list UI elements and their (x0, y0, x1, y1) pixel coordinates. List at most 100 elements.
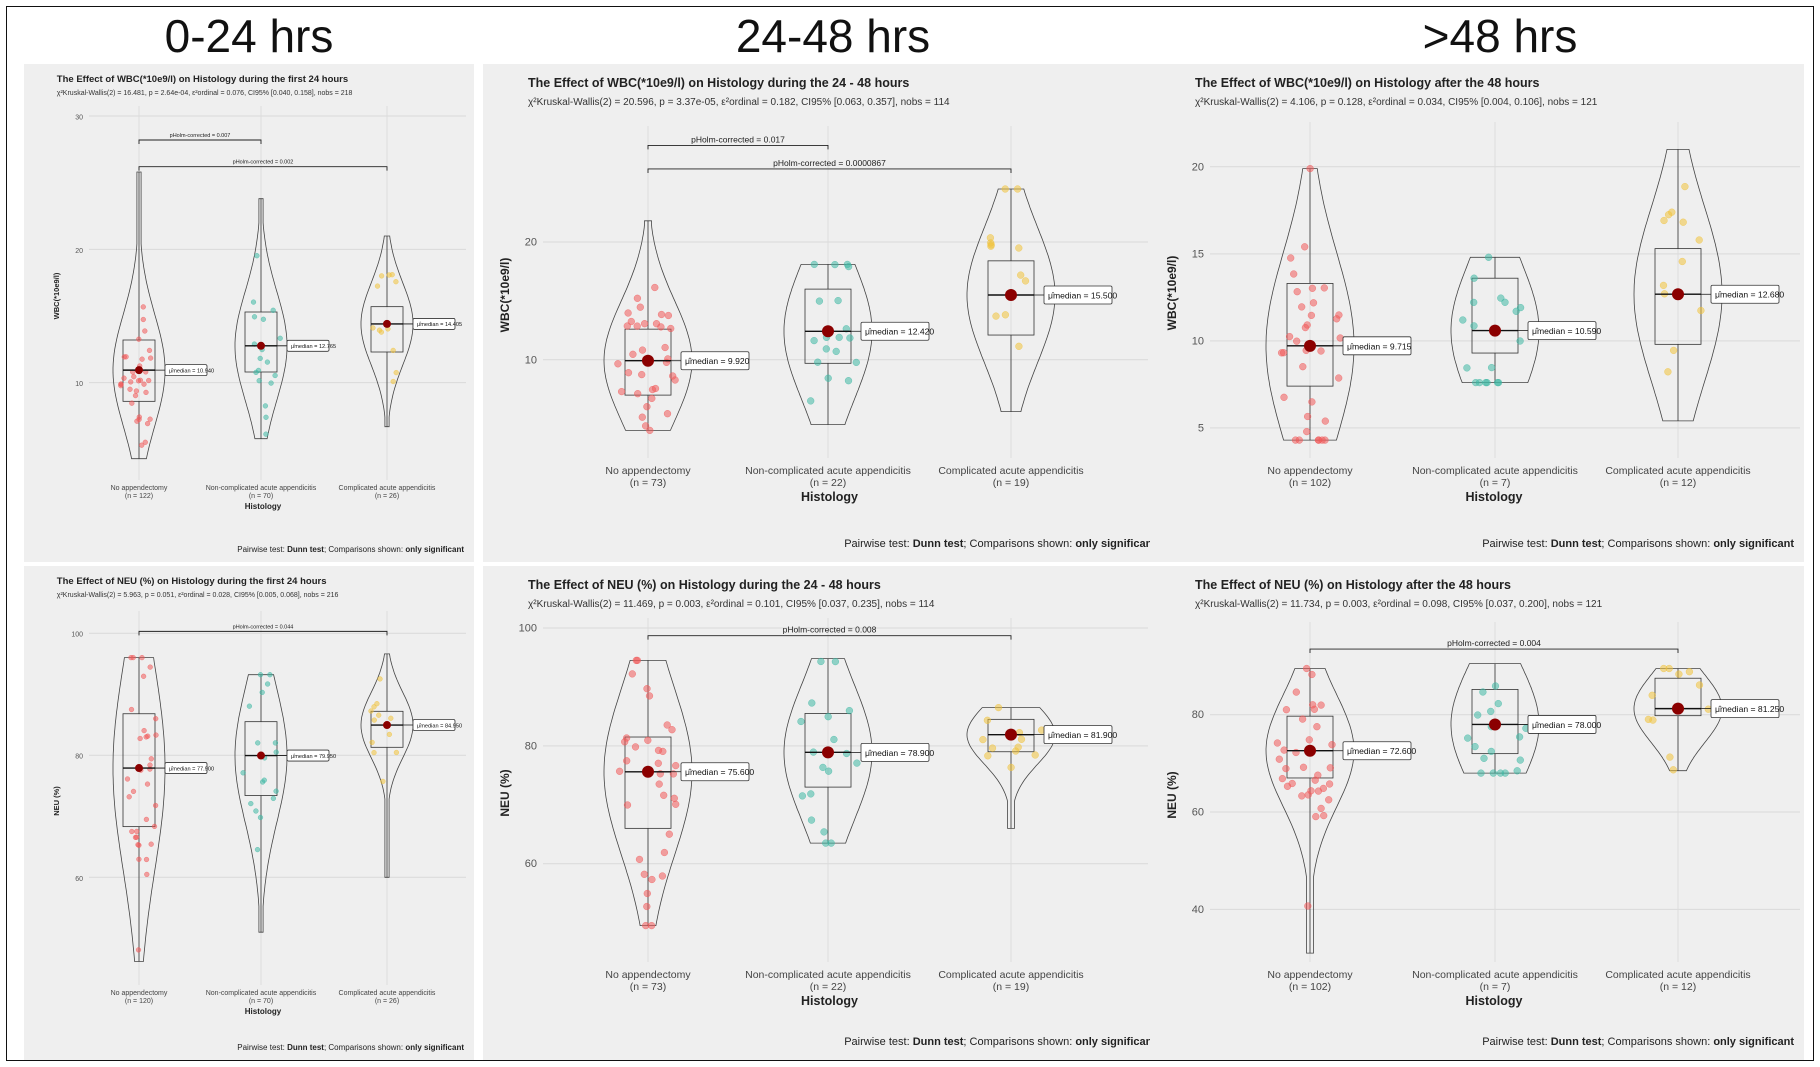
data-point (256, 378, 262, 384)
x-n-label: (n = 12) (1660, 477, 1696, 489)
chart-subtitle: χ²Kruskal-Wallis(2) = 16.481, p = 2.64e-… (56, 90, 353, 97)
data-point (264, 359, 271, 365)
data-point (143, 734, 149, 740)
data-point (371, 717, 377, 723)
data-point (1319, 784, 1328, 793)
data-point (1501, 769, 1509, 777)
median-point (383, 721, 391, 730)
x-category-label: No appendectomy (605, 465, 691, 477)
median-label: μ̂median = 81.250 (1715, 704, 1784, 714)
data-point (251, 314, 258, 320)
median-point (642, 765, 654, 778)
chart-title: The Effect of NEU (%) on Histology after… (1195, 578, 1511, 592)
median-label: μ̂median = 72.600 (1347, 746, 1416, 756)
data-point (1021, 277, 1030, 285)
data-point (1669, 766, 1677, 774)
y-tick-label: 100 (519, 623, 537, 635)
data-point (263, 431, 269, 437)
data-point (638, 413, 646, 421)
data-point (257, 814, 264, 821)
y-tick-label: 60 (75, 876, 83, 883)
x-n-label: (n = 26) (375, 998, 399, 1005)
median-point (383, 319, 391, 328)
data-point (268, 380, 274, 386)
data-point (1290, 270, 1298, 278)
violin (112, 657, 166, 962)
data-point (147, 416, 153, 422)
data-point (1648, 691, 1656, 699)
data-point (377, 676, 383, 682)
x-category-label: Complicated acute appendicitis (1605, 465, 1750, 477)
data-point (1489, 769, 1497, 777)
median-label-box (1342, 741, 1412, 761)
x-category-label: No appendectomy (111, 485, 168, 492)
data-point (1660, 216, 1668, 225)
violin (1450, 256, 1540, 383)
y-tick-label: 10 (525, 354, 537, 366)
data-point (259, 689, 265, 696)
data-point (643, 889, 651, 898)
data-point (140, 316, 146, 323)
data-point (1336, 334, 1344, 342)
data-point (983, 716, 992, 724)
data-point (1475, 378, 1484, 387)
data-point (133, 388, 140, 394)
footer-test: Dunn test (287, 545, 324, 554)
data-point (123, 354, 129, 360)
median-label: μ̂median = 78.000 (1532, 720, 1601, 730)
data-point (376, 712, 382, 718)
data-point (134, 828, 140, 835)
data-point (819, 763, 827, 772)
data-point (257, 672, 264, 678)
data-point (1299, 763, 1308, 771)
data-point (254, 253, 260, 259)
x-category-label: Non-complicated acute appendicitis (206, 485, 317, 492)
median-label-box (1710, 699, 1780, 719)
data-point (1015, 244, 1023, 252)
data-point (374, 701, 380, 707)
data-point (644, 736, 652, 744)
data-point (667, 324, 675, 333)
data-point (129, 400, 135, 406)
data-point (1303, 321, 1311, 329)
x-category-label: No appendectomy (1267, 969, 1353, 981)
median-point (1672, 288, 1684, 301)
median-point (1672, 702, 1684, 715)
chart-subtitle: χ²Kruskal-Wallis(2) = 20.596, p = 3.37e-… (528, 97, 950, 108)
data-point (1321, 417, 1329, 425)
data-point (1325, 780, 1334, 788)
data-point (820, 828, 828, 836)
data-point (389, 272, 395, 278)
x-category-label: Non-complicated acute appendicitis (206, 990, 317, 997)
x-category-label: No appendectomy (605, 969, 691, 981)
data-point (132, 392, 139, 399)
data-point (651, 283, 659, 292)
x-category-label: No appendectomy (1267, 465, 1353, 477)
data-point (1335, 374, 1343, 382)
y-axis-label: NEU (%) (1165, 771, 1179, 818)
group-2: μ̂median = 81.900 (966, 703, 1117, 829)
data-point (1017, 271, 1025, 279)
data-point (814, 358, 822, 366)
median-label-box (1342, 336, 1412, 356)
data-point (1320, 811, 1328, 820)
violin (1265, 668, 1355, 954)
data-point (831, 260, 839, 269)
data-point (1512, 307, 1520, 315)
violin (1450, 663, 1540, 774)
data-point (979, 735, 987, 744)
chart-svg: 60 80 100 NEU (%) μ̂median = 75.600 No append… (498, 618, 1148, 1008)
data-point (1470, 322, 1478, 330)
data-point (246, 703, 253, 709)
data-point (623, 757, 631, 765)
group-1: μ̂median = 78.900 (783, 657, 934, 847)
chart-panel-neu-48: 40 60 80 NEU (%) μ̂median = 72.600 No appende… (1150, 566, 1804, 1060)
median-point (822, 746, 834, 759)
data-point (1287, 254, 1295, 262)
median-label: μ̂median = 9.920 (685, 356, 750, 366)
data-point (1015, 342, 1023, 350)
data-point (807, 790, 815, 798)
data-point (660, 791, 668, 799)
chart-footer: Pairwise test: Dunn test; Comparisons sh… (1482, 1036, 1794, 1048)
y-tick-label: 40 (1192, 904, 1204, 916)
